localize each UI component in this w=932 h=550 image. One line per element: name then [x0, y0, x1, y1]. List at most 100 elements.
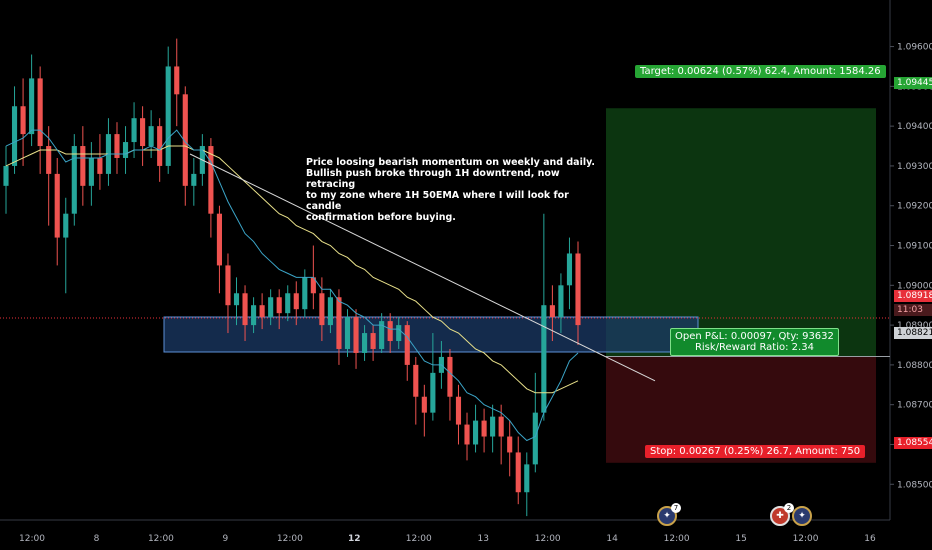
candle-body — [532, 412, 538, 465]
candle-body — [421, 396, 427, 413]
candle-body — [575, 253, 581, 326]
candle-body — [541, 305, 547, 413]
price-tick-label: 1.09000 — [897, 281, 932, 291]
price-tick-label: 1.09300 — [897, 162, 932, 172]
time-tick-label: 12:00 — [277, 534, 303, 544]
price-tick-label: 1.09600 — [897, 43, 932, 53]
time-tick-label: 16 — [864, 534, 876, 544]
candle-body — [165, 66, 171, 166]
candle-body — [344, 317, 351, 349]
candle-body — [46, 146, 52, 174]
current-price-label: 1.08918 — [894, 290, 932, 302]
candle-body — [549, 305, 555, 318]
candle-body — [353, 317, 359, 353]
candle-body — [319, 293, 325, 326]
candle-body — [447, 356, 453, 397]
analysis-annotation: Price loosing bearish momentum on weekly… — [306, 157, 596, 223]
time-tick-label: 9 — [223, 534, 229, 544]
risk-reward-text: Risk/Reward Ratio: 2.34 — [694, 342, 814, 353]
candle-body — [276, 297, 282, 314]
price-tick-label: 1.09200 — [897, 202, 932, 212]
candle-body — [387, 321, 393, 342]
candle-body — [251, 305, 257, 326]
price-tick-label: 1.08500 — [897, 480, 932, 490]
candle-body — [63, 213, 69, 238]
candle-body — [174, 66, 180, 95]
ema-slow-line — [5, 145, 579, 394]
candle-body — [71, 146, 77, 214]
economic-event-icon[interactable]: ✦ 7 — [657, 503, 681, 526]
candle-body — [191, 173, 197, 186]
candle-body — [122, 142, 129, 158]
time-tick-label: 12:00 — [406, 534, 432, 544]
price-tick-label: 1.08800 — [897, 361, 932, 371]
candle-body — [464, 424, 470, 445]
candle-body — [80, 146, 86, 186]
candle-body — [566, 253, 573, 286]
candle-body — [310, 277, 316, 294]
candle-body — [225, 265, 231, 306]
time-tick-label: 8 — [94, 534, 100, 544]
candle-body — [29, 78, 35, 135]
candle-timer-label: 11:03 — [894, 304, 932, 316]
candle-body — [558, 285, 564, 318]
time-tick-label: 12:00 — [664, 534, 690, 544]
stop-label[interactable]: Stop: 0.00267 (0.25%) 26.7, Amount: 750 — [645, 445, 866, 458]
candle-body — [216, 213, 222, 266]
candle-body — [148, 126, 154, 147]
candle-body — [3, 165, 9, 186]
candle-body — [362, 333, 368, 353]
candle-body — [498, 416, 504, 437]
time-tick-label: 15 — [735, 534, 746, 544]
economic-event-icon[interactable]: ✦ — [792, 506, 812, 526]
candle-body — [11, 106, 18, 166]
time-tick-label: 12:00 — [148, 534, 174, 544]
candle-body — [54, 173, 60, 238]
time-tick-label: 12:00 — [793, 534, 819, 544]
candle-body — [114, 134, 120, 158]
candle-body — [379, 321, 385, 349]
event-count-badge: 7 — [671, 503, 681, 513]
downtrend-line — [189, 153, 656, 382]
candle-body — [336, 297, 342, 349]
entry-price-label: 1.08821 — [894, 327, 932, 339]
candle-body — [37, 78, 43, 147]
time-tick-label: 12:00 — [19, 534, 45, 544]
candle-body — [515, 452, 521, 493]
time-tick-label: 13 — [478, 534, 489, 544]
time-tick-label: 12:00 — [535, 534, 561, 544]
target-price-label: 1.09445 — [894, 77, 932, 89]
time-tick-label: 14 — [606, 534, 618, 544]
candle-body — [413, 364, 419, 397]
candle-body — [430, 372, 436, 413]
pnl-label[interactable]: Open P&L: 0.00097, Qty: 93632 Risk/Rewar… — [670, 328, 839, 356]
target-label[interactable]: Target: 0.00624 (0.57%) 62.4, Amount: 15… — [635, 65, 886, 78]
event-count-badge: 2 — [784, 503, 794, 513]
candle-body — [524, 464, 530, 493]
stop-price-label: 1.08554 — [894, 437, 932, 449]
candle-body — [88, 157, 94, 186]
candle-body — [370, 333, 376, 349]
candle-body — [404, 325, 410, 365]
price-tick-label: 1.08900 — [897, 321, 932, 331]
profit-zone — [606, 108, 876, 357]
candle-body — [208, 146, 214, 214]
candle-body — [302, 277, 308, 310]
price-tick-label: 1.09100 — [897, 242, 932, 252]
candle-body — [259, 305, 265, 318]
candle-body — [140, 118, 146, 147]
candle-body — [472, 420, 479, 445]
candle-body — [327, 297, 333, 326]
candle-body — [490, 416, 496, 437]
candle-body — [481, 420, 487, 437]
candle-body — [455, 396, 462, 425]
candle-body — [182, 94, 188, 186]
candle-body — [97, 157, 103, 174]
candle-body — [396, 325, 402, 342]
candle-body — [285, 293, 291, 314]
candle-body — [20, 106, 26, 135]
ema-fast-line — [5, 129, 579, 442]
candle-body — [233, 293, 240, 306]
economic-event-icon[interactable]: ✚ 2 — [770, 503, 794, 526]
